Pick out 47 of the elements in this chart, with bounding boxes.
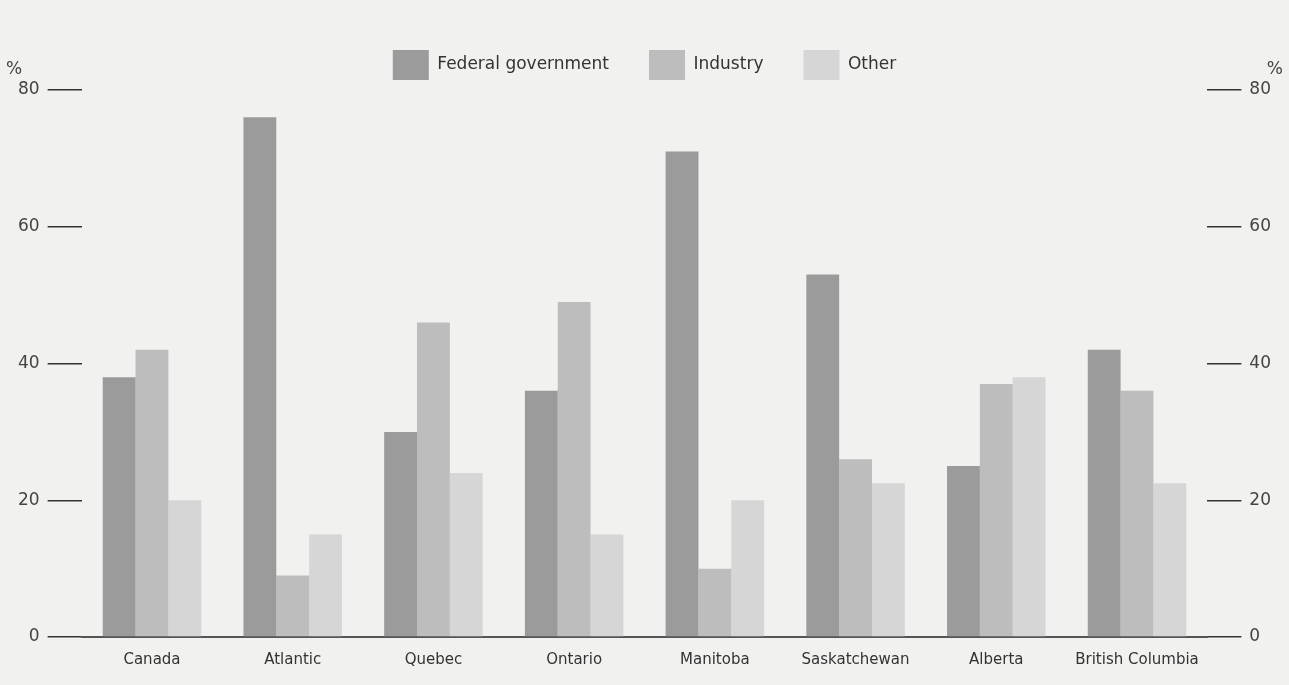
y-axis-title: % <box>6 57 23 78</box>
y2-tick-label: 80 <box>1249 78 1272 99</box>
bar <box>168 500 202 637</box>
legend-label: Other <box>847 53 897 74</box>
x-tick-label: Saskatchewan <box>801 649 910 668</box>
bar <box>524 390 558 637</box>
y2-tick-label: 60 <box>1249 215 1272 236</box>
bar <box>276 575 310 637</box>
bar <box>309 534 342 637</box>
y-tick-label: 80 <box>17 78 40 99</box>
x-tick-label: Manitoba <box>680 649 750 668</box>
legend-label: Federal government <box>437 53 610 74</box>
bar <box>243 117 277 637</box>
bar <box>806 274 840 637</box>
bar <box>102 377 136 637</box>
x-tick-label: Alberta <box>969 649 1024 668</box>
y2-tick-label: 20 <box>1249 488 1272 509</box>
bar <box>590 534 624 637</box>
y-tick-label: 60 <box>17 215 40 236</box>
bar <box>557 301 591 637</box>
bar <box>1120 390 1154 637</box>
x-tick-label: Atlantic <box>264 649 322 668</box>
bar <box>665 151 699 637</box>
bar <box>135 349 169 637</box>
y-tick-label: 20 <box>17 488 40 509</box>
y-tick-label: 40 <box>17 351 40 372</box>
bar <box>1087 349 1121 637</box>
y2-tick-label: 40 <box>1249 351 1272 372</box>
y-tick-label: 0 <box>28 625 40 646</box>
y2-axis-title: % <box>1266 57 1283 78</box>
bar <box>1153 483 1187 637</box>
bar <box>384 431 418 637</box>
x-tick-label: Quebec <box>404 649 463 668</box>
x-tick-label: Ontario <box>546 649 603 668</box>
bar <box>979 384 1013 637</box>
bar <box>731 500 765 637</box>
x-tick-label: British Columbia <box>1075 649 1199 668</box>
y2-tick-label: 0 <box>1249 625 1261 646</box>
bar <box>947 466 980 637</box>
x-tick-label: Canada <box>123 649 181 668</box>
bar <box>449 472 483 637</box>
bar <box>698 568 732 637</box>
bar <box>417 322 450 637</box>
bar <box>871 483 905 637</box>
bar <box>839 459 872 637</box>
legend-label: Industry <box>693 53 764 74</box>
bar <box>1012 377 1046 637</box>
